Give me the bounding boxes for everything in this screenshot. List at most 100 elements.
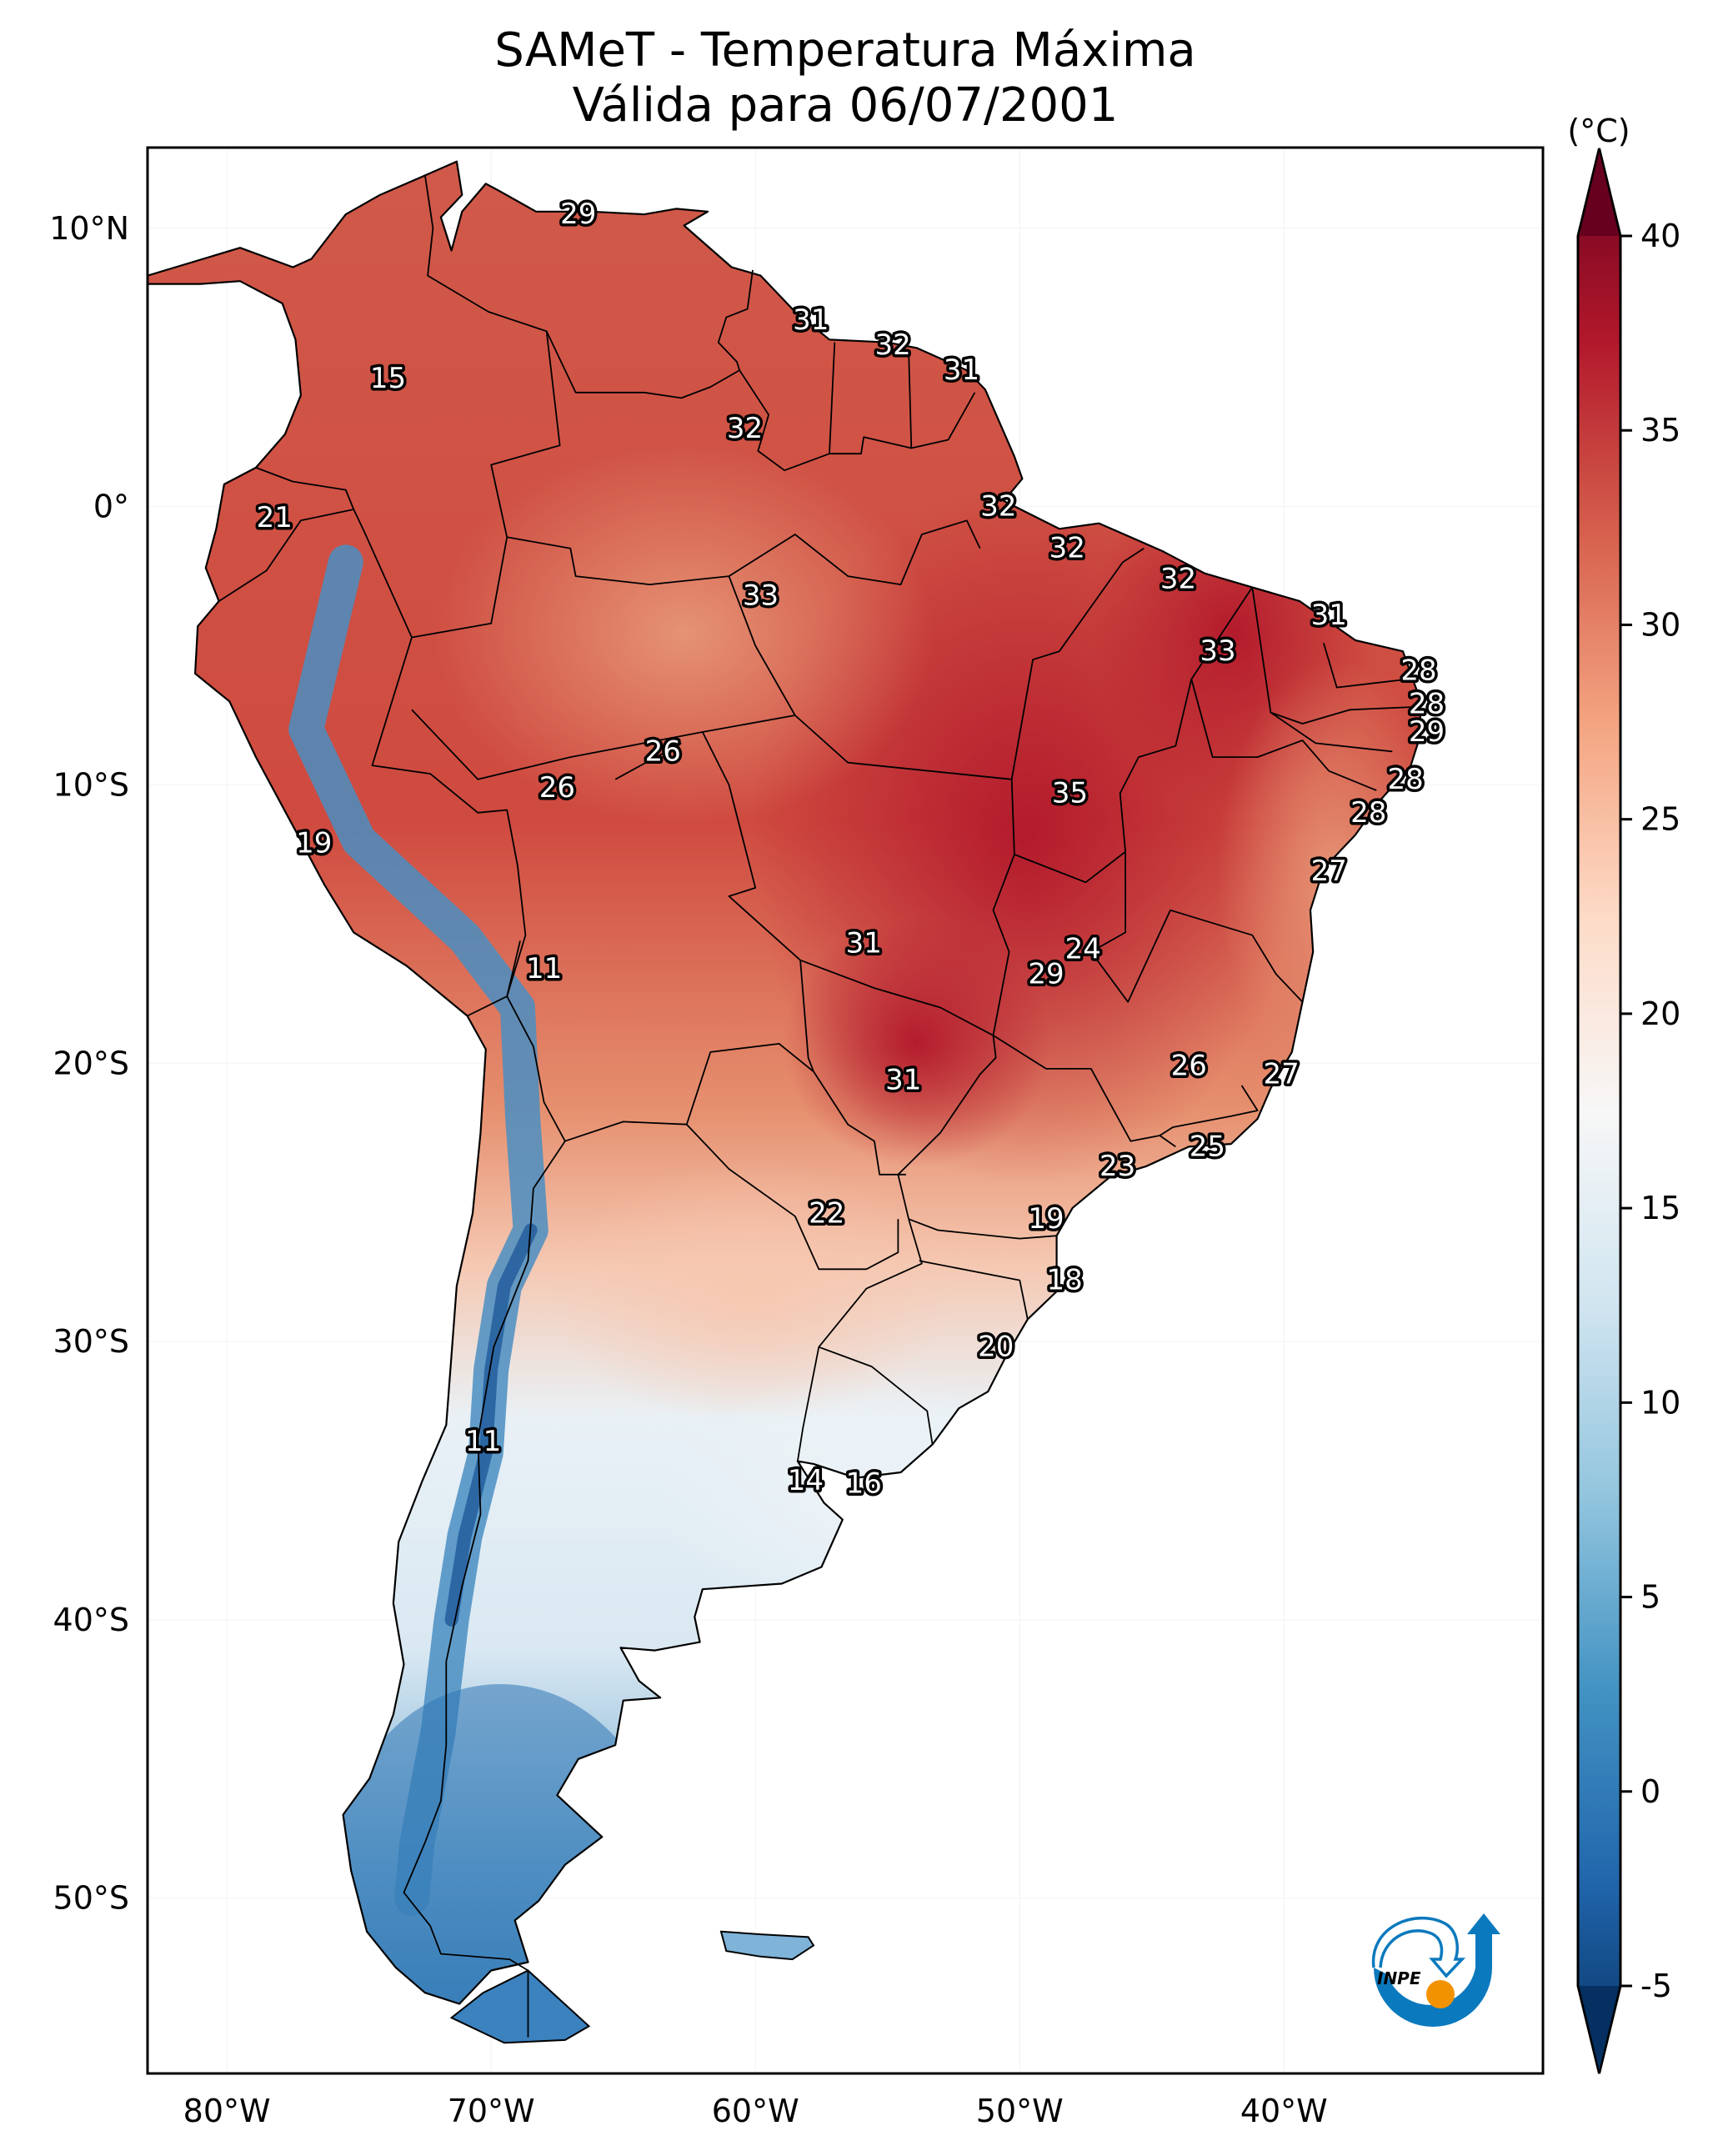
temperature-label: 32: [727, 412, 763, 445]
warm-region-western-amazon: [433, 442, 934, 825]
x-axis-ticks: 80°W 70°W 60°W 50°W 40°W: [183, 2093, 1328, 2129]
falkland-islands: [719, 1930, 815, 1961]
hot-region-mato-grosso-sul: [784, 917, 1050, 1167]
temperature-label: 31: [885, 1063, 921, 1096]
country-border: [614, 742, 682, 780]
temperature-label: 31: [793, 303, 829, 337]
temperature-label: 35: [1052, 777, 1088, 810]
temperature-label: 31: [846, 927, 882, 960]
colorbar-tick-label: 0: [1640, 1773, 1660, 1810]
y-tick-label: 50°S: [53, 1880, 129, 1917]
country-border: [739, 369, 976, 472]
country-border: [1014, 586, 1254, 884]
colorbar-tick-label: 30: [1640, 606, 1680, 643]
y-tick-label: 10°N: [49, 210, 129, 247]
country-border: [1190, 679, 1377, 791]
country-border: [411, 709, 795, 780]
country-border: [701, 731, 814, 1072]
temperature-label: 26: [1171, 1050, 1207, 1083]
temperature-label: 21: [257, 501, 293, 534]
chart-title: SAMeT - Temperatura Máxima Válida para 0…: [148, 23, 1543, 133]
colorbar-tick-label: 5: [1640, 1579, 1660, 1616]
temperature-label: 32: [874, 328, 910, 362]
map-frame: [146, 146, 1545, 2075]
tierra-del-fuego: [449, 1969, 591, 2044]
colorbar-tick-label: 40: [1640, 218, 1680, 254]
inpe-arrow-icon: [1374, 1913, 1500, 2027]
colorbar-extend-min: [1579, 1986, 1620, 2070]
x-tick-label: 60°W: [712, 2093, 799, 2129]
country-border: [1323, 642, 1409, 689]
country-border: [506, 940, 521, 997]
inpe-logo: INPE: [1371, 1913, 1500, 2027]
inpe-swirl-icon: [1371, 1916, 1466, 1978]
temperature-label: 18: [1046, 1264, 1082, 1297]
temperature-label: 33: [1200, 634, 1235, 668]
country-border: [993, 1035, 1176, 1148]
colorbar-extend-max: [1579, 152, 1620, 236]
temperature-label: 23: [1099, 1150, 1135, 1183]
title-line-2: Válida para 06/07/2001: [572, 78, 1119, 133]
colorbar-tick-label: 15: [1640, 1190, 1680, 1226]
country-border: [797, 1346, 820, 1462]
temperature-label: 16: [846, 1467, 882, 1500]
temperature-label: 28: [1387, 763, 1423, 796]
political-borders: [218, 175, 1414, 2038]
colorbar: 40 35 30 25 20 15 10 5 0 -5 (°C): [1567, 113, 1680, 2074]
temperature-label: 33: [743, 579, 779, 612]
country-border: [908, 350, 913, 449]
colorbar-tick-label: 25: [1640, 801, 1680, 838]
temperature-label: 27: [1311, 855, 1347, 888]
country-border: [1270, 711, 1393, 753]
country-border: [908, 1218, 1057, 1240]
colorbar-gradient: [1576, 148, 1622, 2074]
country-border: [1159, 1085, 1259, 1136]
temperature-label: 27: [1263, 1058, 1299, 1091]
temperature-label: 29: [560, 198, 596, 231]
temperature-label: 14: [788, 1464, 824, 1497]
colorbar-tick-label: 10: [1640, 1384, 1680, 1421]
temperature-label: 15: [370, 362, 406, 395]
colorbar-unit-label: (°C): [1567, 113, 1630, 149]
temperature-label: 11: [465, 1425, 501, 1458]
country-border: [371, 175, 566, 2038]
y-tick-label: 10°S: [53, 766, 129, 803]
temperature-label: 29: [1409, 715, 1445, 749]
country-border: [507, 519, 981, 585]
country-border: [1251, 587, 1414, 725]
country-border: [799, 959, 997, 1220]
country-border: [564, 1121, 687, 1142]
x-tick-label: 70°W: [448, 2093, 535, 2129]
temperature-label: 28: [1409, 688, 1445, 721]
y-tick-label: 0°: [93, 489, 129, 525]
country-border: [813, 1070, 906, 1176]
temperature-label: 20: [978, 1331, 1014, 1364]
colorbar-tick-label: 35: [1640, 412, 1680, 449]
country-border: [467, 995, 508, 1017]
colorbar-tick-label: -5: [1640, 1968, 1672, 2004]
temperature-label: 22: [809, 1197, 844, 1231]
inpe-logo-text: INPE: [1377, 1968, 1421, 1988]
country-border: [685, 1043, 899, 1271]
temperature-label: 32: [1049, 532, 1085, 565]
x-tick-label: 50°W: [976, 2093, 1064, 2129]
x-tick-label: 40°W: [1240, 2093, 1328, 2129]
country-border: [919, 1260, 1029, 1320]
y-tick-label: 40°S: [53, 1602, 129, 1638]
temperature-label: 32: [980, 490, 1016, 524]
colorbar-tick-label: 20: [1640, 995, 1680, 1032]
coastline: [148, 160, 1423, 2005]
y-axis-ticks: 10°N 0° 10°S 20°S 30°S 40°S 50°S: [49, 210, 129, 1917]
country-border: [1090, 851, 1304, 1003]
cold-region-andes-core: [444, 1223, 538, 1627]
temperature-label: 19: [1028, 1202, 1064, 1236]
temperature-label: 28: [1400, 654, 1436, 688]
country-border: [1010, 547, 1144, 780]
y-tick-label: 30°S: [53, 1323, 129, 1360]
temperature-label: 26: [539, 771, 575, 805]
temperature-label: 26: [645, 735, 681, 768]
country-border: [353, 509, 413, 638]
temperature-label: 25: [1190, 1130, 1225, 1163]
